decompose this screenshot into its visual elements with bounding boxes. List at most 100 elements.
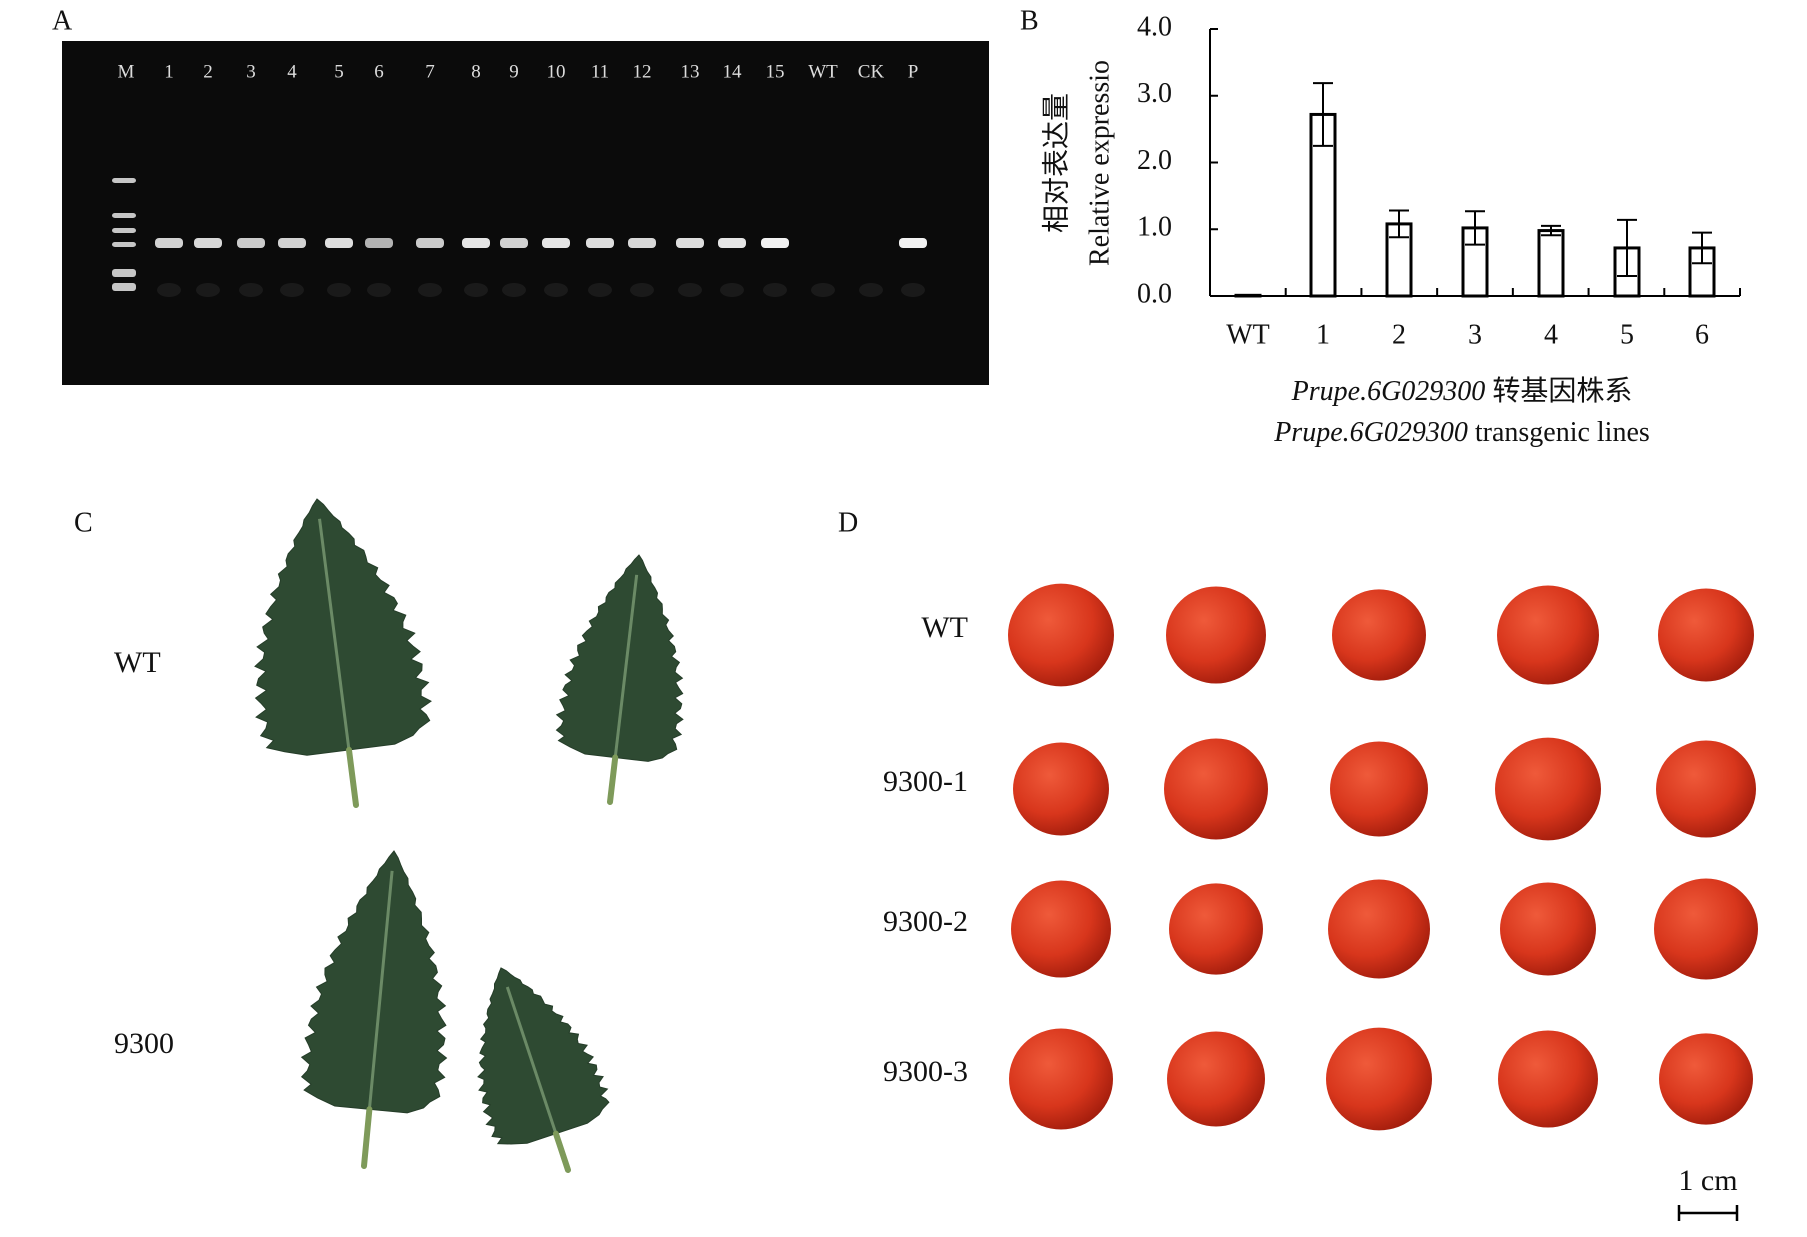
gel-smear xyxy=(280,283,304,297)
tomato xyxy=(1008,583,1114,687)
lane-label: 7 xyxy=(425,61,435,82)
lane-label: 3 xyxy=(246,61,256,82)
error-bar xyxy=(1465,210,1485,246)
panel-label: A xyxy=(52,5,73,36)
gel-band xyxy=(899,238,927,248)
tomato xyxy=(1326,1027,1432,1131)
lane-label: 12 xyxy=(633,61,652,82)
panel-label: D xyxy=(838,507,858,538)
ladder-band xyxy=(112,283,136,291)
x-tick-label: 6 xyxy=(1695,319,1709,350)
x-tick-label: 1 xyxy=(1316,319,1330,350)
gel-smear xyxy=(464,283,488,297)
y-tick-label: 0.0 xyxy=(1137,278,1172,309)
row-label: WT xyxy=(921,611,968,644)
gel-smear xyxy=(763,283,787,297)
lane-label: 10 xyxy=(547,61,566,82)
gel-smear xyxy=(367,283,391,297)
gel-band xyxy=(237,238,265,248)
gel-smear xyxy=(157,283,181,297)
tomato xyxy=(1013,742,1109,836)
lane-label: 9 xyxy=(509,61,519,82)
leaf xyxy=(254,498,432,756)
tomato xyxy=(1328,879,1430,979)
ladder-band xyxy=(112,269,136,277)
gel-smear xyxy=(901,283,925,297)
tomato xyxy=(1164,738,1268,840)
tomato xyxy=(1332,589,1426,681)
gel-band xyxy=(500,238,528,248)
tomato xyxy=(1659,1033,1753,1125)
lane-label: 5 xyxy=(334,61,344,82)
ladder-band xyxy=(112,242,136,247)
gel-band xyxy=(155,238,183,248)
lane-label: CK xyxy=(858,61,885,82)
gel-smear xyxy=(418,283,442,297)
row-label: 9300 xyxy=(114,1027,174,1060)
gel-smear xyxy=(630,283,654,297)
gel-band xyxy=(542,238,570,248)
gel-smear xyxy=(811,283,835,297)
lane-label: 4 xyxy=(287,61,297,82)
x-tick-label: 2 xyxy=(1392,319,1406,350)
lane-label: P xyxy=(908,61,919,82)
panel-label: B xyxy=(1020,5,1039,36)
y-tick-label: 1.0 xyxy=(1137,212,1172,243)
gel-band xyxy=(325,238,353,248)
leaf-stem xyxy=(345,746,359,808)
gel-smear xyxy=(720,283,744,297)
gel-smear xyxy=(859,283,883,297)
gel-band xyxy=(586,238,614,248)
leaf-midrib xyxy=(505,986,558,1135)
tomato xyxy=(1658,588,1754,682)
error-bar xyxy=(1389,209,1409,239)
error-bar xyxy=(1692,231,1712,265)
lane-label: 14 xyxy=(723,61,743,82)
x-axis-label-italic: Prupe.6G029300 xyxy=(1273,417,1468,448)
lane-label: 13 xyxy=(681,61,700,82)
gel-smear xyxy=(678,283,702,297)
x-axis-label-text: transgenic lines xyxy=(1468,417,1650,448)
x-tick-label: WT xyxy=(1226,319,1270,350)
bar xyxy=(1234,293,1262,298)
ladder-band xyxy=(112,178,136,183)
tomato xyxy=(1166,586,1266,684)
lane-label: M xyxy=(118,61,135,82)
error-bar xyxy=(1541,224,1561,237)
y-axis-label: Relative expressio xyxy=(1084,60,1115,266)
gel-band xyxy=(462,238,490,248)
y-tick-label: 3.0 xyxy=(1137,78,1172,109)
gel-image xyxy=(62,41,989,385)
lane-label: 2 xyxy=(203,61,213,82)
gel-smear xyxy=(502,283,526,297)
scale-bar-label: 1 cm xyxy=(1678,1164,1737,1197)
tomato xyxy=(1330,741,1428,837)
row-label: WT xyxy=(114,646,161,679)
x-axis-label-italic: Prupe.6G029300 xyxy=(1291,376,1486,407)
lane-label: 6 xyxy=(374,61,384,82)
gel-band xyxy=(628,238,656,248)
scale-bar xyxy=(1677,1205,1739,1221)
tomato xyxy=(1654,878,1758,980)
gel-band xyxy=(676,238,704,248)
tomato xyxy=(1656,740,1756,838)
x-tick-label: 3 xyxy=(1468,319,1482,350)
gel-band xyxy=(416,238,444,248)
lane-label: 8 xyxy=(471,61,481,82)
lane-label: 15 xyxy=(766,61,785,82)
y-tick-label: 2.0 xyxy=(1137,145,1172,176)
lane-label: 1 xyxy=(164,61,174,82)
leaf-stem xyxy=(607,754,619,805)
y-tick-label: 4.0 xyxy=(1137,11,1172,42)
tomato xyxy=(1498,1030,1598,1128)
leaf-stem xyxy=(552,1130,571,1173)
bar xyxy=(1537,229,1565,298)
gel-smear xyxy=(327,283,351,297)
row-label: 9300-3 xyxy=(883,1055,968,1088)
panel-label: C xyxy=(74,507,93,538)
ladder-band xyxy=(112,213,136,218)
lane-label: 11 xyxy=(591,61,609,82)
lane-label: WT xyxy=(808,61,838,82)
gel-band xyxy=(278,238,306,248)
